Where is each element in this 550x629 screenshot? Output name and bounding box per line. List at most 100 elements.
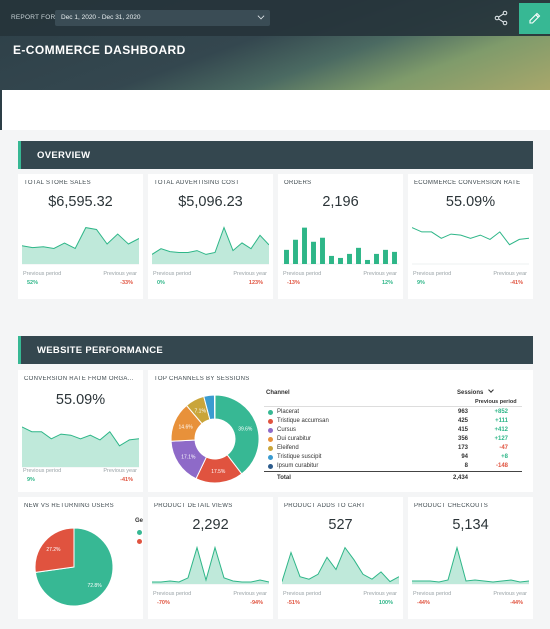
channel-color-dot	[268, 410, 273, 415]
sessions-column-header[interactable]: Sessions	[457, 387, 494, 396]
chart-bar	[347, 253, 352, 264]
previous-year-label: Previous year	[233, 591, 267, 597]
previous-period-value: 9%	[417, 280, 425, 286]
channel-previous-period: +111	[495, 418, 508, 424]
date-range-select[interactable]: Dec 1, 2020 - Dec 31, 2020	[55, 10, 270, 26]
card-metric: 5,134	[452, 517, 489, 533]
channel-color-dot	[268, 437, 273, 442]
section-header-website-performance: WEBSITE PERFORMANCE	[18, 336, 533, 364]
chart-bar	[338, 257, 343, 264]
card-metric: $6,595.32	[48, 194, 113, 210]
chevron-down-icon	[488, 387, 494, 393]
edit-button[interactable]	[519, 3, 550, 34]
metric-card[interactable]: ORDERS 2,196 Previous period Previous ye…	[278, 174, 403, 299]
channel-name: Tristique accumsan	[277, 418, 329, 424]
share-button[interactable]	[488, 5, 514, 31]
previous-period-value: 0%	[157, 280, 165, 286]
chart-line	[282, 546, 399, 583]
pie-slice-label: 72.8%	[87, 583, 102, 589]
table-row: Placerat 963 +852	[264, 408, 524, 417]
previous-period-label: Previous period	[413, 271, 452, 277]
previous-period-label: Previous period	[153, 591, 192, 597]
table-total-divider	[264, 471, 522, 472]
previous-year-label: Previous year	[493, 271, 527, 277]
previous-year-label: Previous year	[493, 591, 527, 597]
metric-card[interactable]: PRODUCT ADDS TO CART 527 Previous period…	[278, 497, 403, 619]
previous-year-value: -41%	[510, 280, 523, 286]
chart-bar	[365, 259, 370, 264]
table-row: Tristique suscipit 94 +8	[264, 453, 524, 462]
previous-period-label: Previous period	[23, 468, 62, 474]
conversion-rate-card[interactable]: CONVERSION RATE FROM ORGA... 55.09% Prev…	[18, 370, 143, 492]
channel-sessions: 356	[457, 436, 468, 442]
previous-period-value: -70%	[157, 600, 170, 606]
previous-period-column-header: Previous period	[475, 399, 517, 405]
date-range-value: Dec 1, 2020 - Dec 31, 2020	[61, 14, 141, 21]
table-row: Eleifend 173 -47	[264, 444, 524, 453]
pie-slice-label: 7.1%	[195, 409, 207, 415]
table-row: Ipsum curabitur 8 -148	[264, 462, 524, 471]
channel-name: Placerat	[277, 409, 300, 415]
metric-sparkline	[152, 545, 269, 585]
previous-period-label: Previous period	[283, 591, 322, 597]
channel-color-dot	[268, 455, 273, 460]
pie-slice-label: 39.6%	[238, 427, 253, 433]
pie-slice	[213, 394, 216, 420]
previous-period-value: -13%	[287, 280, 300, 286]
card-title: ORDERS	[284, 180, 312, 186]
card-title: PRODUCT DETAIL VIEWS	[154, 503, 233, 509]
chart-bar	[302, 227, 307, 264]
metric-sparkline	[412, 227, 529, 265]
channel-color-dot	[268, 446, 273, 451]
chart-area	[22, 227, 139, 264]
previous-period-label: Previous period	[283, 271, 322, 277]
share-icon	[494, 10, 508, 26]
pie-slice-label: 17.5%	[211, 469, 226, 475]
legend-title: Ge	[135, 518, 144, 524]
channel-name: Ipsum curabitur	[277, 463, 319, 469]
metric-card[interactable]: TOTAL ADVERTISING COST $5,096.23 Previou…	[148, 174, 273, 299]
metric-card[interactable]: TOTAL STORE SALES $6,595.32 Previous per…	[18, 174, 143, 299]
new-vs-returning-pie-chart: 72.8% 27.2%	[34, 527, 114, 607]
table-divider	[264, 406, 522, 407]
previous-year-value: 123%	[248, 280, 263, 286]
chart-line	[22, 426, 139, 447]
table-row: Cursus 415 +412	[264, 426, 524, 435]
metric-card[interactable]: PRODUCT CHECKOUTS 5,134 Previous period …	[408, 497, 533, 619]
previous-year-value: -94%	[250, 600, 263, 606]
chart-bar	[383, 249, 388, 264]
channel-previous-period: +852	[494, 409, 508, 415]
channel-previous-period: -47	[499, 445, 508, 451]
channel-sessions: 173	[457, 445, 468, 451]
card-title: TOTAL ADVERTISING COST	[154, 180, 240, 186]
previous-year-value: -41%	[120, 477, 133, 483]
chart-bar	[329, 255, 334, 264]
metric-card[interactable]: PRODUCT DETAIL VIEWS 2,292 Previous peri…	[148, 497, 273, 619]
channels-table: Channel Sessions Previous period Placera…	[264, 384, 529, 490]
metric-sparkline	[412, 545, 529, 585]
previous-period-value: -44%	[417, 600, 430, 606]
top-channels-card[interactable]: TOP CHANNELS BY SESSIONS 39.6% 17.5% 17.1%…	[148, 370, 533, 492]
chart-area	[152, 227, 269, 264]
total-label: Total	[277, 475, 291, 481]
chart-line	[152, 545, 269, 583]
channel-previous-period: -148	[495, 463, 508, 469]
new-vs-returning-card[interactable]: NEW VS RETURNING USERS 72.8% 27.2% Ge	[18, 497, 143, 619]
legend-dot-returning	[137, 539, 142, 544]
divider	[0, 90, 2, 130]
pencil-icon	[529, 12, 541, 24]
table-row: Tristique accumsan 425 +111	[264, 417, 524, 426]
chart-area	[152, 547, 269, 584]
sessions-column-label: Sessions	[457, 390, 484, 396]
channel-name: Dui curabitur	[277, 436, 312, 442]
channel-sessions: 94	[461, 454, 468, 460]
metric-card[interactable]: ECOMMERCE CONVERSION RATE 55.09% Previou…	[408, 174, 533, 299]
previous-year-value: -44%	[510, 600, 523, 606]
channel-column-header: Channel	[266, 390, 290, 396]
channel-name: Eleifend	[277, 445, 299, 451]
channel-name: Cursus	[277, 427, 297, 433]
card-metric: 55.09%	[445, 194, 496, 210]
previous-year-label: Previous year	[103, 271, 137, 277]
pie-slice	[34, 527, 75, 573]
pie-slice-label: 27.2%	[46, 547, 61, 553]
